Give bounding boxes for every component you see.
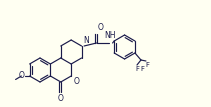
Text: NH: NH	[104, 31, 115, 41]
Text: O: O	[73, 77, 79, 86]
Text: N: N	[84, 36, 89, 45]
Text: O: O	[98, 24, 104, 33]
Text: F: F	[145, 62, 149, 68]
Text: O: O	[18, 71, 24, 80]
Text: O: O	[58, 94, 64, 103]
Text: F: F	[140, 66, 144, 72]
Text: F: F	[135, 66, 139, 72]
